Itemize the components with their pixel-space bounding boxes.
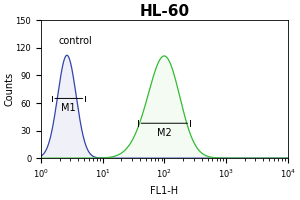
Text: M1: M1: [61, 103, 76, 113]
Y-axis label: Counts: Counts: [4, 72, 14, 106]
Title: HL-60: HL-60: [139, 4, 190, 19]
Text: M2: M2: [157, 128, 172, 138]
Text: control: control: [58, 36, 92, 46]
X-axis label: FL1-H: FL1-H: [150, 186, 178, 196]
